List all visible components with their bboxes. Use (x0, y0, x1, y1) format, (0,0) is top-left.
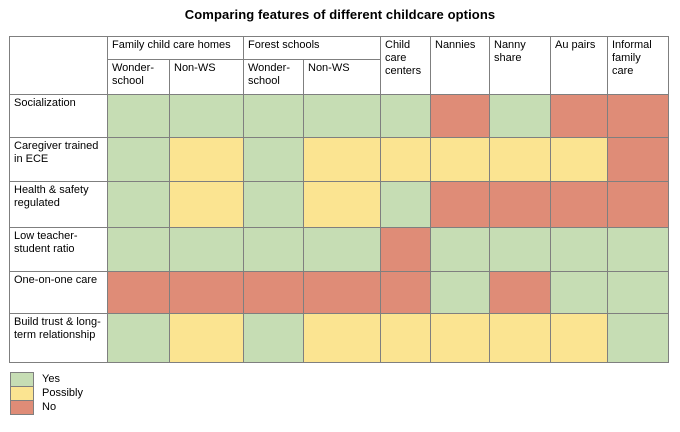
col-header-child-care-centers: Child care centers (380, 36, 431, 95)
legend-item: Yes (10, 372, 83, 387)
legend-item: No (10, 400, 83, 415)
grid-cell-yes (243, 313, 304, 363)
legend: Yes Possibly No (10, 372, 83, 415)
grid-cell-yes (107, 137, 170, 182)
grid-cell-possibly (489, 313, 551, 363)
comparison-table: Family child care homes Forest schools C… (9, 36, 669, 363)
grid-cell-no (430, 181, 490, 228)
legend-item: Possibly (10, 386, 83, 401)
grid-cell-yes (107, 94, 170, 138)
row-label: Health & safety regulated (9, 181, 108, 228)
grid-cell-no (607, 181, 669, 228)
sub-header-wonderschool-forest: Wonder-school (243, 59, 304, 95)
grid-cell-possibly (550, 313, 608, 363)
grid-cell-possibly (380, 137, 431, 182)
grid-cell-possibly (169, 181, 244, 228)
grid-cell-yes (607, 227, 669, 272)
grid-cell-possibly (380, 313, 431, 363)
grid-cell-no (107, 271, 170, 314)
grid-cell-yes (380, 94, 431, 138)
col-header-informal-family-care: Informal family care (607, 36, 669, 95)
grid-cell-possibly (430, 313, 490, 363)
grid-cell-yes (169, 94, 244, 138)
col-header-au-pairs: Au pairs (550, 36, 608, 95)
grid-cell-yes (489, 94, 551, 138)
grid-cell-yes (607, 313, 669, 363)
grid-cell-possibly (303, 181, 381, 228)
grid-cell-no (489, 181, 551, 228)
table-row: Low teacher-student ratio (9, 227, 669, 272)
table-header: Family child care homes Forest schools C… (9, 36, 669, 95)
grid-cell-yes (243, 227, 304, 272)
legend-label: Possibly (42, 387, 83, 399)
table-row: Build trust & long-term relationship (9, 313, 669, 363)
grid-cell-yes (107, 313, 170, 363)
grid-cell-yes (550, 227, 608, 272)
row-label: Caregiver trained in ECE (9, 137, 108, 182)
row-label: One-on-one care (9, 271, 108, 314)
grid-cell-possibly (489, 137, 551, 182)
grid-cell-yes (169, 227, 244, 272)
table-row: Socialization (9, 94, 669, 138)
grid-cell-possibly (169, 313, 244, 363)
grid-cell-yes (107, 227, 170, 272)
grid-cell-possibly (169, 137, 244, 182)
row-label: Socialization (9, 94, 108, 138)
group-header-row: Family child care homes Forest schools C… (9, 36, 669, 95)
table-row: One-on-one care (9, 271, 669, 314)
table-row: Health & safety regulated (9, 181, 669, 228)
sub-header-non-ws-fcch: Non-WS (169, 59, 244, 95)
legend-swatch-possibly (10, 386, 34, 401)
grid-cell-no (489, 271, 551, 314)
grid-cell-possibly (303, 137, 381, 182)
row-label: Low teacher-student ratio (9, 227, 108, 272)
legend-swatch-yes (10, 372, 34, 387)
grid-cell-no (430, 94, 490, 138)
group-header-forest-schools: Forest schools (243, 36, 381, 60)
corner-cell (9, 36, 108, 95)
grid-cell-possibly (550, 137, 608, 182)
grid-cell-yes (303, 227, 381, 272)
grid-cell-yes (430, 271, 490, 314)
table-row: Caregiver trained in ECE (9, 137, 669, 182)
legend-label: No (42, 401, 57, 413)
sub-header-row: Wonder-school Non-WS Wonder-school Non-W… (10, 59, 669, 95)
grid-cell-yes (489, 227, 551, 272)
row-label: Build trust & long-term relationship (9, 313, 108, 363)
grid-cell-no (607, 94, 669, 138)
grid-cell-possibly (303, 313, 381, 363)
grid-cell-yes (243, 94, 304, 138)
group-header-family-child-care-homes: Family child care homes (107, 36, 244, 60)
col-header-nannies: Nannies (430, 36, 490, 95)
col-header-nanny-share: Nanny share (489, 36, 551, 95)
grid-cell-yes (243, 181, 304, 228)
grid-cell-yes (430, 227, 490, 272)
grid-cell-yes (303, 94, 381, 138)
sub-header-non-ws-forest: Non-WS (303, 59, 381, 95)
grid-cell-no (607, 137, 669, 182)
grid-cell-no (380, 271, 431, 314)
grid-cell-yes (380, 181, 431, 228)
legend-label: Yes (42, 373, 60, 385)
legend-swatch-no (10, 400, 34, 415)
table-body: Socialization Caregiver trained in ECE Hea… (9, 94, 669, 363)
grid-cell-yes (550, 271, 608, 314)
grid-cell-possibly (430, 137, 490, 182)
grid-cell-no (550, 181, 608, 228)
sub-header-wonderschool-fcch: Wonder-school (107, 59, 170, 95)
grid-cell-no (303, 271, 381, 314)
grid-cell-no (550, 94, 608, 138)
grid-cell-no (243, 271, 304, 314)
grid-cell-yes (607, 271, 669, 314)
grid-cell-no (169, 271, 244, 314)
grid-cell-no (380, 227, 431, 272)
page-title: Comparing features of different childcar… (184, 7, 496, 22)
grid-cell-yes (107, 181, 170, 228)
grid-cell-yes (243, 137, 304, 182)
